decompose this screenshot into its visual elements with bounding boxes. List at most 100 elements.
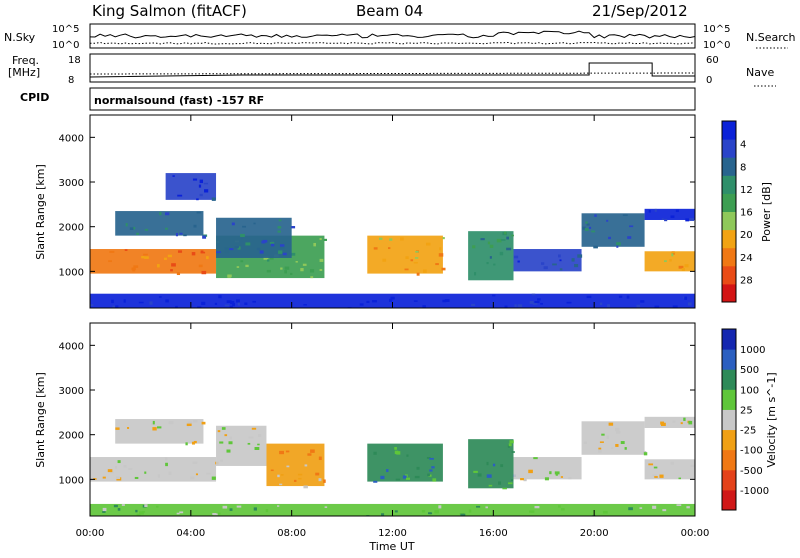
power-echo-region: [216, 217, 296, 258]
velocity-colorbar-swatch: [722, 449, 736, 471]
velocity-colorbar-tick: -1000: [740, 486, 769, 497]
nsky-tick-bottom: 10^0: [52, 40, 79, 51]
power-colorbar-label: Power [dB]: [760, 182, 773, 242]
power-echo-region: [90, 249, 217, 276]
x-axis-label: Time UT: [368, 540, 414, 553]
xtick-label: 08:00: [277, 528, 306, 539]
power-ytick-label: 3000: [59, 178, 84, 189]
cpid-label: CPID: [20, 91, 49, 104]
power-colorbar: 4 8 12 16 20 24 28: [721, 120, 753, 303]
nsky-tick-top: 10^5: [52, 24, 79, 35]
power-echo-region: [513, 249, 583, 272]
velocity-ytick-label: 3000: [59, 386, 84, 397]
velocity-colorbar-swatch: [722, 489, 736, 511]
velocity-colorbar-tick: 100: [740, 385, 759, 396]
power-colorbar-swatch: [722, 175, 736, 194]
velocity-colorbar-swatch: [722, 469, 736, 491]
nsky-panel: N.Sky N.Search 10^5 10^0 10^5 10^0: [4, 23, 796, 51]
nave-tick-top: 60: [706, 55, 719, 66]
power-colorbar-tick: 24: [740, 253, 753, 264]
freq-panel: Freq. [MHz] Nave 18 8 60 0: [8, 53, 776, 87]
velocity-colorbar-swatch: [722, 429, 736, 451]
date-title: 21/Sep/2012: [592, 2, 688, 20]
power-x-ticks: [89, 115, 696, 308]
power-echo-region: [644, 208, 695, 222]
power-panel: 1000 2000 3000 4000 Slant Range [km] 4 8 12 16…: [34, 114, 773, 309]
freq-series-line: [89, 62, 695, 78]
power-colorbar-swatch: [722, 121, 736, 140]
power-colorbar-tick: 16: [740, 208, 753, 219]
power-colorbar-tick: 28: [740, 275, 753, 286]
velocity-echo-region: [90, 457, 219, 482]
xtick-label: 20:00: [580, 528, 609, 539]
velocity-ytick-label: 4000: [59, 341, 84, 352]
station-title: King Salmon (fitACF): [92, 2, 247, 20]
power-echo-region: [644, 251, 695, 272]
nave-series-line: [89, 72, 696, 75]
power-ytick-label: 4000: [59, 133, 84, 144]
power-colorbar-swatch: [722, 139, 736, 158]
power-echo-region: [367, 235, 446, 276]
velocity-colorbar-tick: -500: [740, 466, 763, 477]
power-colorbar-swatch: [722, 193, 736, 212]
freq-tick-bottom: 8: [68, 75, 74, 86]
velocity-colorbar-swatch: [722, 409, 736, 431]
freq-label: Freq.: [12, 54, 39, 67]
power-colorbar-swatch: [722, 229, 736, 249]
power-echo-region: [165, 173, 217, 201]
power-echo-region: [468, 231, 514, 281]
power-echo-region: [90, 293, 695, 308]
power-ytick-label: 1000: [59, 267, 84, 278]
power-colorbar-swatch: [722, 265, 736, 285]
power-colorbar-swatch: [722, 283, 736, 303]
power-echo-region: [581, 213, 645, 249]
xtick-label: 04:00: [176, 528, 205, 539]
velocity-colorbar-swatch: [722, 349, 736, 370]
velocity-echo-region: [644, 416, 695, 428]
velocity-ytick-label: 2000: [59, 431, 84, 442]
velocity-echo-region: [644, 459, 695, 480]
velocity-colorbar-label: Velocity [m s^-1]: [765, 372, 778, 467]
nsearch-series-line: [89, 41, 696, 45]
velocity-echo-region: [513, 457, 582, 482]
velocity-echo-region: [468, 439, 517, 490]
velocity-colorbar-tick: 1000: [740, 345, 765, 356]
velocity-echo-region: [266, 443, 326, 489]
beam-title: Beam 04: [356, 2, 423, 20]
nsky-label: N.Sky: [4, 31, 36, 44]
power-ylabel: Slant Range [km]: [34, 164, 47, 260]
cpid-panel: CPID normalsound (fast) -157 RF: [20, 87, 696, 111]
velocity-echo-region: [581, 421, 648, 456]
freq-tick-top: 18: [68, 55, 81, 66]
nave-label: Nave: [746, 66, 774, 79]
velocity-colorbar-swatch: [722, 369, 736, 390]
velocity-echo-region: [90, 503, 695, 516]
xtick-label: 00:00: [681, 528, 710, 539]
power-colorbar-swatch: [722, 157, 736, 176]
velocity-echo-region: [367, 443, 443, 483]
velocity-colorbar-tick: -100: [740, 446, 763, 457]
velocity-colorbar-tick: -25: [740, 426, 756, 437]
velocity-echo-region: [216, 425, 267, 466]
power-colorbar-swatch: [722, 211, 736, 231]
velocity-colorbar-tick: 25: [740, 405, 753, 416]
velocity-x-ticks: 00:00 04:00 08:00 12:00 16:00 20:00 00:00: [76, 323, 710, 539]
xtick-label: 12:00: [378, 528, 407, 539]
velocity-colorbar-swatch: [722, 329, 736, 350]
xtick-label: 16:00: [479, 528, 508, 539]
power-colorbar-tick: 20: [740, 230, 753, 241]
freq-unit-label: [MHz]: [8, 66, 40, 79]
velocity-colorbar-swatch: [722, 389, 736, 410]
power-colorbar-tick: 12: [740, 185, 753, 196]
power-colorbar-tick: 8: [740, 162, 746, 173]
xtick-label: 00:00: [76, 528, 105, 539]
nsearch-tick-top: 10^5: [703, 24, 730, 35]
velocity-echo-region: [115, 419, 206, 446]
nsky-series-line: [89, 30, 696, 39]
power-ytick-label: 2000: [59, 223, 84, 234]
velocity-heatmap-marks: [90, 416, 695, 516]
power-y-ticks: 1000 2000 3000 4000: [59, 133, 695, 278]
cpid-program: normalsound (fast) -157 RF: [94, 94, 264, 107]
